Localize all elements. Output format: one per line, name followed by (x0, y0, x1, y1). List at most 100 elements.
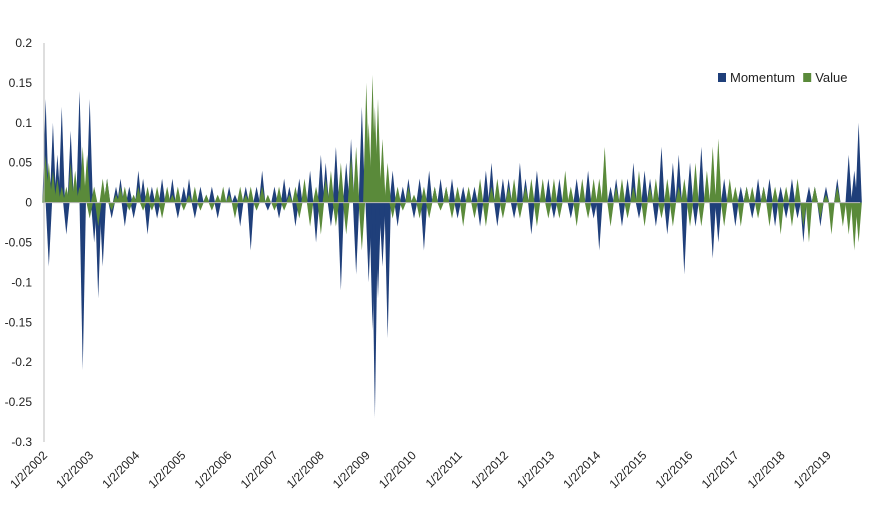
value-spike (516, 202, 524, 219)
momentum-spike (567, 202, 575, 219)
momentum-spike (437, 178, 444, 203)
value-spike (169, 194, 176, 203)
momentum-spike (618, 202, 626, 227)
momentum-spike (58, 106, 65, 203)
momentum-spike (590, 202, 597, 219)
momentum-spike (296, 178, 303, 203)
momentum-spike (327, 202, 335, 227)
momentum-spike (794, 202, 801, 219)
momentum-spike (658, 146, 665, 203)
value-spike (590, 178, 597, 203)
value-spike (45, 162, 53, 203)
momentum-spike (624, 178, 631, 203)
value-spike (242, 194, 249, 203)
momentum-spike (208, 186, 216, 203)
momentum-spike (476, 202, 484, 227)
momentum-spike (528, 202, 535, 235)
value-spike (174, 186, 182, 203)
momentum-spike (510, 202, 518, 219)
momentum-spike (264, 202, 272, 211)
value-spike (275, 186, 283, 203)
momentum-spike (253, 186, 260, 203)
value-spike (153, 186, 161, 203)
value-spike (86, 202, 93, 219)
value-spike (771, 186, 779, 203)
series-momentum (42, 90, 862, 419)
value-spike (437, 202, 444, 211)
value-spike (782, 186, 790, 203)
value-spike (420, 186, 428, 203)
value-spike (499, 202, 507, 219)
value-spike (703, 170, 711, 203)
x-tick-labels: 1/2/2002 1/2/2003 1/2/2004 1/2/2005 1/2/2006… (7, 448, 834, 491)
value-spike (545, 202, 552, 219)
value-spike (550, 178, 558, 203)
value-spike (556, 202, 563, 219)
value-spike (312, 186, 320, 203)
momentum-spike (692, 202, 699, 227)
momentum-spike (420, 202, 428, 251)
value-spike (601, 146, 608, 203)
value-spike (675, 186, 682, 203)
value-spike (709, 146, 716, 203)
value-spike (108, 202, 115, 211)
momentum-spike (766, 178, 773, 203)
value-spike (54, 178, 61, 203)
value-spike (715, 138, 722, 203)
value-spike (777, 202, 784, 235)
momentum-spike (459, 186, 467, 203)
value-spike (522, 186, 529, 203)
momentum-spike (317, 154, 325, 203)
legend-label-momentum: Momentum (730, 70, 795, 85)
value-spike (148, 202, 156, 211)
value-spike (306, 202, 314, 227)
momentum-spike (669, 162, 677, 203)
value-spike (117, 186, 124, 203)
x-tick-label: 1/2/2019 (791, 448, 834, 491)
value-spike (317, 202, 325, 235)
momentum-spike (214, 202, 221, 219)
value-spike (416, 202, 423, 219)
momentum-spike (652, 202, 660, 227)
value-spike (191, 186, 199, 203)
value-spike (465, 186, 472, 203)
value-spike (197, 202, 204, 211)
value-spike (347, 154, 355, 203)
momentum-spike (425, 170, 433, 203)
value-spike (641, 202, 648, 227)
momentum-spike (556, 178, 563, 203)
momentum-spike (130, 202, 137, 219)
value-spike (652, 178, 660, 203)
value-spike (410, 194, 418, 203)
x-tick-label: 1/2/2016 (653, 448, 696, 491)
value-spike (630, 186, 637, 203)
momentum-spike (399, 186, 407, 203)
value-spike (579, 178, 586, 203)
y-tick-label: -0.15 (5, 315, 33, 329)
series-layer (42, 74, 862, 419)
value-spike (596, 178, 603, 203)
value-spike (271, 202, 278, 211)
momentum-spike (410, 202, 418, 219)
value-spike (811, 186, 819, 203)
value-spike (488, 186, 495, 203)
momentum-spike (550, 202, 558, 219)
momentum-spike (384, 202, 391, 339)
value-spike (296, 202, 303, 219)
value-spike (834, 186, 841, 203)
value-spike (135, 186, 142, 203)
momentum-spike (641, 170, 648, 203)
x-tick-label: 1/2/2002 (7, 448, 50, 491)
value-spike (845, 202, 852, 235)
value-spike (253, 202, 260, 211)
value-spike (79, 146, 86, 203)
value-spike (247, 186, 254, 203)
value-spike (180, 202, 188, 211)
momentum-spike (737, 186, 745, 203)
value-spike (343, 202, 350, 235)
value-spike (737, 202, 745, 227)
momentum-spike (79, 202, 86, 371)
x-tick-label: 1/2/2011 (423, 448, 466, 491)
value-spike (121, 186, 129, 203)
